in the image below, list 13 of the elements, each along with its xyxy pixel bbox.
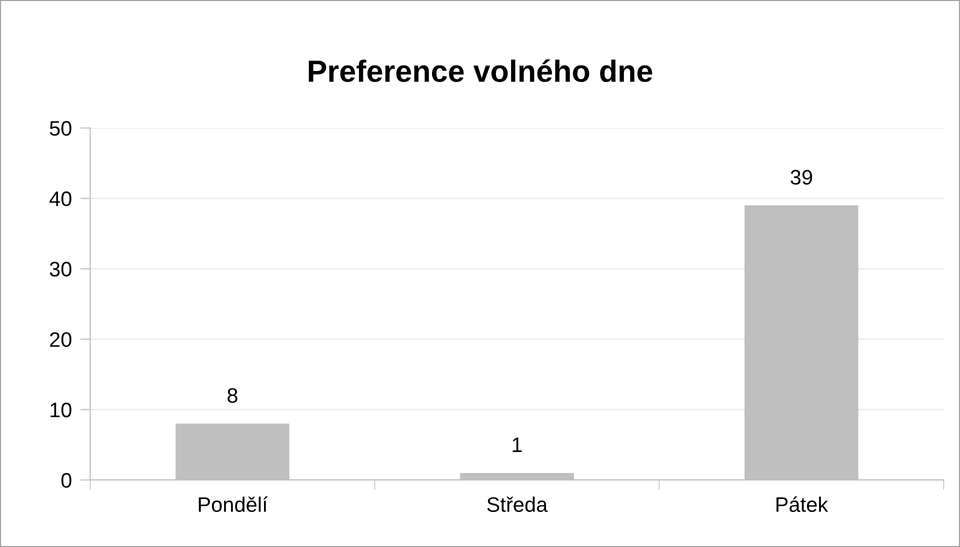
chart-title: Preference volného dne: [308, 59, 652, 82]
x-tick-label: Středa: [487, 496, 548, 512]
data-label: 39: [790, 170, 812, 185]
data-label: 1: [512, 438, 522, 452]
data-label: 8: [228, 388, 238, 403]
y-tick-label: 0: [61, 472, 72, 488]
x-tick-label: Pátek: [776, 496, 828, 512]
y-tick-label: 20: [50, 332, 72, 347]
x-tick-label: Pondělí: [198, 496, 268, 512]
y-tick-label: 40: [49, 191, 72, 206]
y-tick-label: 30: [50, 262, 72, 277]
y-tick-label: 10: [50, 402, 72, 418]
y-tick-label: 50: [50, 121, 72, 136]
